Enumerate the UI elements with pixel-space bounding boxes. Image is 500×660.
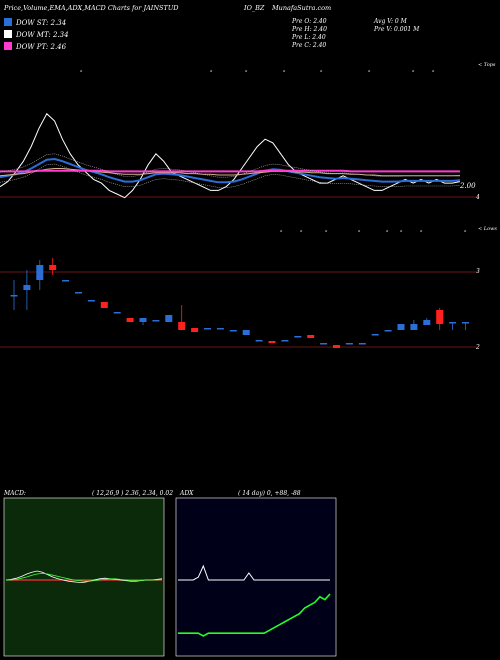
adx-line [178,564,330,581]
macd-label: MACD: [4,490,26,497]
legend-swatch-pt [4,42,12,50]
candle-body-15 [204,328,211,330]
low-mark-5: a [400,228,403,233]
candle-body-35 [462,322,469,324]
candle-body-12 [165,315,173,322]
candle-body-32 [423,320,431,325]
chart-title-cont: IO_BZ [244,4,265,12]
ohlc-open: Pre O: 2.40 [292,18,327,25]
tops-label: < Tops [478,62,496,68]
legend-label-mt: DOW MT: 2.34 [16,31,69,39]
top-mark-2: a [245,68,248,73]
candle-body-0 [10,295,18,297]
candle-body-28 [371,334,379,336]
low-mark-3: a [358,228,361,233]
legend-dow-pt: DOW PT: 2.46 [4,42,66,51]
top-mark-0: a [80,68,83,73]
low-mark-6: a [420,228,423,233]
candle-body-26 [345,343,353,345]
candle-body-4 [62,280,70,282]
candle-body-22 [294,336,302,338]
adx-params: ( 14 day) 0, +88, -88 [238,490,301,497]
top-mark-7: a [432,68,435,73]
legend-dow-st: DOW ST: 2.34 [4,18,66,27]
candle-body-25 [333,345,340,348]
adx-label: ADX [180,490,194,497]
candle-body-31 [410,324,418,330]
candle-body-34 [449,322,457,324]
low-mark-1: a [300,228,303,233]
axis-label-2: 2 [476,344,480,351]
top-mark-6: a [412,68,415,73]
candle-body-20 [268,341,276,343]
ohlc-high: Pre H: 2.40 [292,26,327,33]
ema-long-line [0,169,460,173]
candle-body-19 [255,340,263,342]
legend-swatch-mt [4,30,12,38]
candle-body-11 [152,320,160,322]
last-price-label: 2.00 [460,182,476,190]
ohlc-close: Pre C: 2.40 [292,42,327,49]
candle-body-14 [191,328,199,332]
prev-volume: Pre V: 0.001 M [374,26,420,33]
adx-panel [175,497,337,657]
candle-body-30 [397,324,405,330]
candle-body-6 [87,300,95,302]
top-mark-1: a [210,68,213,73]
top-mark-3: a [283,68,286,73]
legend-swatch-st [4,18,12,26]
legend-dow-mt: DOW MT: 2.34 [4,30,69,39]
low-mark-2: a [325,228,328,233]
avg-volume: Avg V: 0 M [374,18,407,25]
candle-body-2 [36,265,44,280]
low-mark-4: a [386,228,389,233]
candle-body-18 [242,330,250,335]
lows-label: < Lows [478,226,497,232]
candle-body-16 [216,328,224,330]
macd-panel [3,497,165,657]
top-mark-5: a [368,68,371,73]
candle-body-27 [358,343,366,345]
candle-body-29 [384,330,392,332]
site-name: MunafaSutra.com [272,4,332,12]
candle-body-17 [229,330,237,332]
legend-label-pt: DOW PT: 2.46 [16,43,67,51]
ema-band-upper [0,153,461,178]
candle-body-33 [436,310,444,324]
legend-label-st: DOW ST: 2.34 [16,19,67,27]
candle-body-7 [100,302,108,308]
low-mark-7: a [464,228,467,233]
chart-title: Price,Volume,EMA,ADX,MACD Charts for JAI… [4,4,179,12]
macd-line [5,570,163,583]
candle-body-5 [75,292,82,294]
candle-body-3 [49,265,57,270]
candle-body-1 [23,285,31,290]
candle-body-21 [281,340,289,342]
candle-body-8 [113,312,121,314]
axis-label-3: 3 [476,268,480,275]
candle-body-9 [126,318,134,322]
axis-label-4: 4 [476,194,480,201]
low-mark-0: a [280,228,283,233]
di-line [178,593,331,637]
top-mark-4: a [320,68,323,73]
price-line [0,112,461,199]
candle-body-24 [320,343,328,345]
macd-params: ( 12,26,9 ) 2.36, 2.34, 0.02 [92,490,174,497]
candle-body-10 [139,318,147,322]
macd-signal-line [6,572,163,582]
ema-short-line [0,157,461,184]
candle-body-23 [307,335,315,338]
ohlc-low: Pre L: 2.40 [292,34,326,41]
candle-body-13 [178,322,186,330]
